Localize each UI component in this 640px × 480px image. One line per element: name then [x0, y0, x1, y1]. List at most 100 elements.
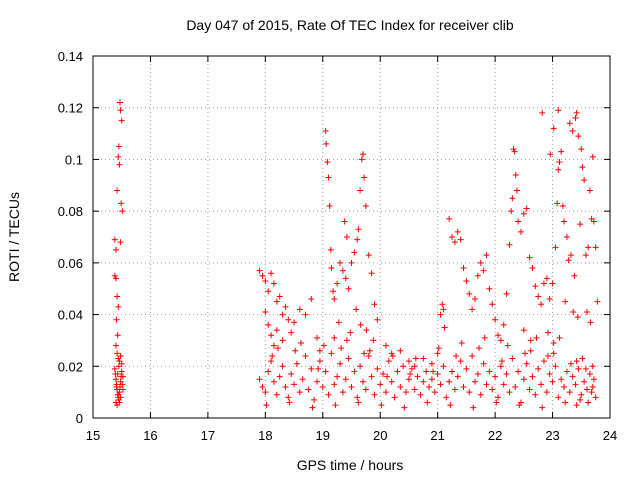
data-point [316, 358, 323, 365]
data-point [366, 347, 373, 354]
data-point [358, 156, 365, 163]
data-point [114, 293, 121, 300]
data-point [544, 329, 551, 336]
data-point [549, 280, 556, 287]
data-point [539, 109, 546, 116]
data-point [527, 347, 534, 354]
data-point [118, 360, 125, 367]
x-tick-label: 22 [488, 428, 502, 443]
data-point [327, 246, 334, 253]
data-point [437, 381, 444, 388]
data-point [400, 363, 407, 370]
data-point [368, 373, 375, 380]
data-point [533, 334, 540, 341]
data-point [588, 389, 595, 396]
data-point [355, 399, 362, 406]
data-point [503, 290, 510, 297]
data-point [371, 301, 378, 308]
data-point [117, 239, 124, 246]
data-point [587, 319, 594, 326]
data-point [114, 332, 121, 339]
data-point [382, 389, 389, 396]
data-point [510, 146, 517, 153]
data-point [526, 254, 533, 261]
data-point [585, 399, 592, 406]
data-point [117, 394, 124, 401]
data-point [363, 327, 370, 334]
data-point [293, 360, 300, 367]
data-point [115, 143, 122, 150]
data-point [339, 267, 346, 274]
data-point [370, 337, 377, 344]
data-point [256, 376, 263, 383]
data-point [279, 363, 286, 370]
data-point [345, 355, 352, 362]
data-point [118, 368, 125, 375]
x-tick-label: 19 [316, 428, 330, 443]
data-point [449, 234, 456, 240]
x-tick-label: 23 [545, 428, 559, 443]
data-point [302, 352, 309, 359]
data-points [111, 99, 601, 411]
data-point [540, 280, 547, 287]
data-point [116, 99, 123, 106]
data-point [119, 381, 126, 388]
data-point [397, 347, 404, 354]
data-point [431, 389, 438, 396]
data-point [417, 391, 424, 398]
data-point [414, 373, 421, 380]
data-point [446, 378, 453, 385]
data-point [262, 277, 269, 284]
data-point [550, 340, 557, 347]
data-point [509, 195, 516, 202]
data-point [115, 363, 122, 370]
data-point [529, 373, 536, 380]
data-point [575, 133, 582, 140]
y-tick-label: 0.06 [58, 256, 83, 271]
data-point [573, 358, 580, 365]
data-point [463, 365, 470, 372]
data-point [489, 386, 496, 393]
data-point [590, 218, 597, 225]
data-point [343, 234, 350, 240]
data-point [440, 306, 447, 313]
x-tick-label: 21 [430, 428, 444, 443]
data-point [539, 404, 546, 411]
data-point [500, 381, 507, 388]
data-point [302, 311, 309, 318]
data-point [579, 164, 586, 171]
data-point [543, 275, 550, 282]
data-point [342, 275, 349, 282]
data-point [330, 288, 337, 295]
data-point [262, 389, 269, 396]
data-point [521, 350, 528, 357]
data-point [308, 365, 315, 372]
data-point [523, 205, 530, 212]
data-point [351, 368, 358, 375]
y-tick-label: 0.1 [65, 152, 83, 167]
data-point [511, 148, 518, 155]
data-point [112, 342, 119, 349]
data-point [315, 365, 322, 372]
data-point [320, 342, 327, 349]
data-point [486, 368, 493, 375]
data-point [494, 332, 501, 339]
y-tick-label: 0 [76, 411, 83, 426]
data-point [556, 159, 563, 166]
data-point [361, 174, 368, 181]
data-point [575, 365, 582, 372]
data-point [526, 386, 533, 393]
data-point [331, 381, 338, 388]
data-point [430, 368, 437, 375]
data-point [332, 402, 339, 409]
data-point [256, 267, 263, 274]
data-point [341, 218, 348, 225]
x-tick-label: 18 [258, 428, 272, 443]
data-point [451, 386, 458, 393]
data-point [322, 127, 329, 134]
data-point [506, 241, 513, 248]
data-point [570, 308, 577, 315]
data-point [114, 350, 121, 357]
x-axis-label: GPS time / hours [297, 457, 404, 473]
data-point [270, 342, 277, 349]
